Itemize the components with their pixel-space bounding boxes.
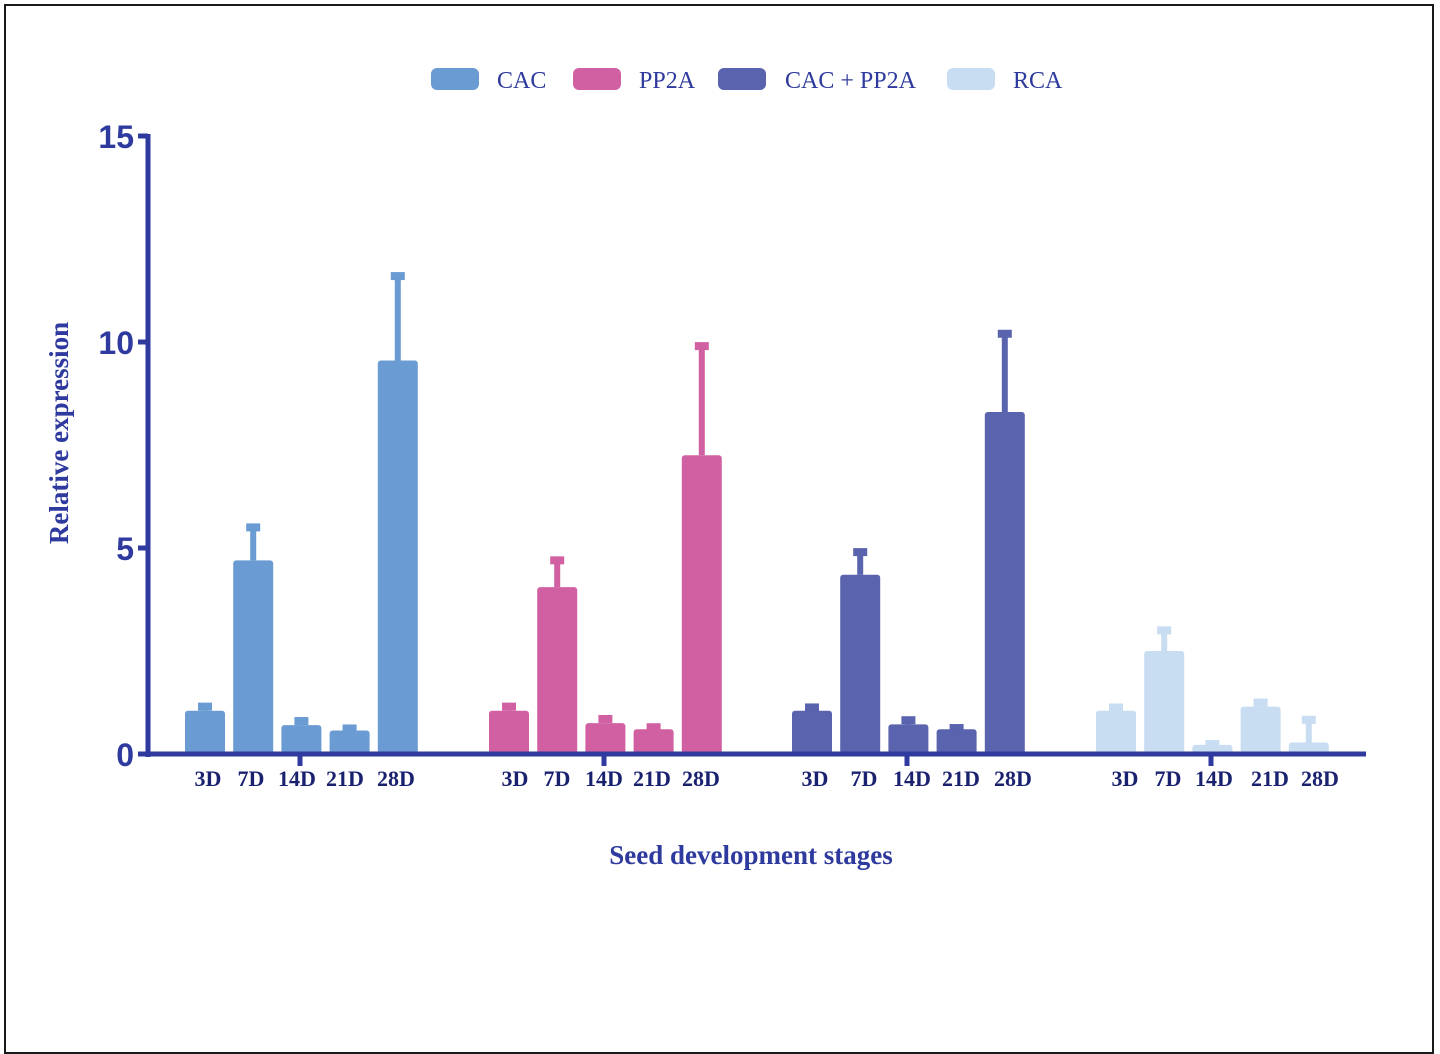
- x-tick-label: 3D: [195, 766, 222, 791]
- legend-swatch: [573, 68, 621, 90]
- x-tick-label: 28D: [377, 766, 415, 791]
- bar: [281, 725, 322, 754]
- bar: [984, 412, 1025, 754]
- error-cap: [1157, 626, 1172, 635]
- error-cap: [646, 723, 661, 732]
- x-tick-label: 7D: [1155, 766, 1182, 791]
- y-tick-label: 5: [116, 531, 134, 567]
- x-tick-label: 28D: [1301, 766, 1339, 791]
- y-tick-label: 0: [116, 737, 134, 773]
- error-cap: [246, 523, 261, 532]
- x-tick-label: 21D: [326, 766, 364, 791]
- bar: [633, 729, 674, 754]
- axes: 0 5 10 15: [98, 119, 1366, 773]
- x-tick-label: 14D: [278, 766, 316, 791]
- bar: [377, 360, 418, 754]
- bar: [1288, 742, 1329, 754]
- legend-swatch: [718, 68, 766, 90]
- error-cap: [1301, 715, 1316, 724]
- series-4: [1096, 626, 1329, 754]
- bar: [1144, 651, 1185, 754]
- bar: [840, 574, 881, 754]
- error-cap: [598, 714, 613, 723]
- x-tick-label: 7D: [238, 766, 265, 791]
- bars: [185, 272, 1329, 754]
- error-cap: [1205, 740, 1220, 749]
- error-cap: [1109, 703, 1123, 712]
- error-cap: [342, 724, 357, 733]
- legend-item: RCA: [947, 68, 1063, 94]
- bar: [1240, 706, 1281, 754]
- bar: [329, 730, 370, 754]
- x-tick-label: 28D: [682, 766, 720, 791]
- error-cap: [997, 329, 1012, 338]
- bar: [888, 724, 929, 754]
- error-cap: [390, 272, 405, 281]
- x-tick-label: 14D: [1195, 766, 1233, 791]
- series-3: [792, 329, 1025, 754]
- legend-item: CAC + PP2A: [718, 68, 917, 94]
- x-tick-label: 21D: [1251, 766, 1289, 791]
- x-tick-label: 3D: [802, 766, 829, 791]
- x-tick-labels: 3D 7D 14D 21D 28D 3D 7D 14D 21D 28D 3D 7D 14D 21D 28D 3…: [195, 766, 1339, 791]
- x-tick-label: 3D: [1112, 766, 1139, 791]
- bar: [233, 560, 274, 754]
- x-tick-label: 21D: [633, 766, 671, 791]
- bar: [185, 710, 225, 754]
- x-axis-label: Seed development stages: [609, 840, 892, 870]
- series-1: [185, 272, 418, 754]
- series-2: [489, 342, 722, 754]
- bar: [936, 729, 977, 754]
- x-tick-label: 3D: [502, 766, 529, 791]
- legend-item: PP2A: [573, 68, 696, 94]
- bar: [537, 587, 578, 754]
- error-cap: [694, 342, 709, 351]
- legend-swatch: [431, 68, 479, 90]
- y-tick-label: 15: [98, 119, 134, 155]
- legend-label: PP2A: [639, 68, 696, 94]
- bar: [585, 723, 626, 754]
- legend-label: RCA: [1013, 68, 1063, 94]
- legend-label: CAC: [497, 68, 546, 94]
- legend-item: CAC: [431, 68, 546, 94]
- error-cap: [805, 703, 819, 712]
- error-cap: [550, 556, 565, 565]
- legend-swatch: [947, 68, 995, 90]
- bar: [681, 455, 722, 754]
- x-tick-label: 14D: [893, 766, 931, 791]
- y-tick-label: 10: [98, 325, 134, 361]
- x-tick-label: 7D: [544, 766, 571, 791]
- bar: [1096, 710, 1136, 754]
- error-cap: [198, 702, 212, 711]
- error-cap: [949, 724, 964, 733]
- x-tick-label: 21D: [942, 766, 980, 791]
- x-tick-label: 14D: [585, 766, 623, 791]
- legend: CAC PP2A CAC + PP2A RCA: [431, 68, 1063, 94]
- x-tick-label: 28D: [994, 766, 1032, 791]
- error-cap: [294, 717, 309, 726]
- error-cap: [502, 702, 516, 711]
- bar: [489, 710, 529, 754]
- error-cap: [901, 716, 916, 725]
- y-axis-label: Relative expression: [44, 322, 74, 544]
- error-cap: [853, 548, 868, 557]
- legend-label: CAC + PP2A: [785, 68, 917, 94]
- x-tick-label: 7D: [851, 766, 878, 791]
- bar: [792, 710, 832, 754]
- error-cap: [1253, 698, 1268, 707]
